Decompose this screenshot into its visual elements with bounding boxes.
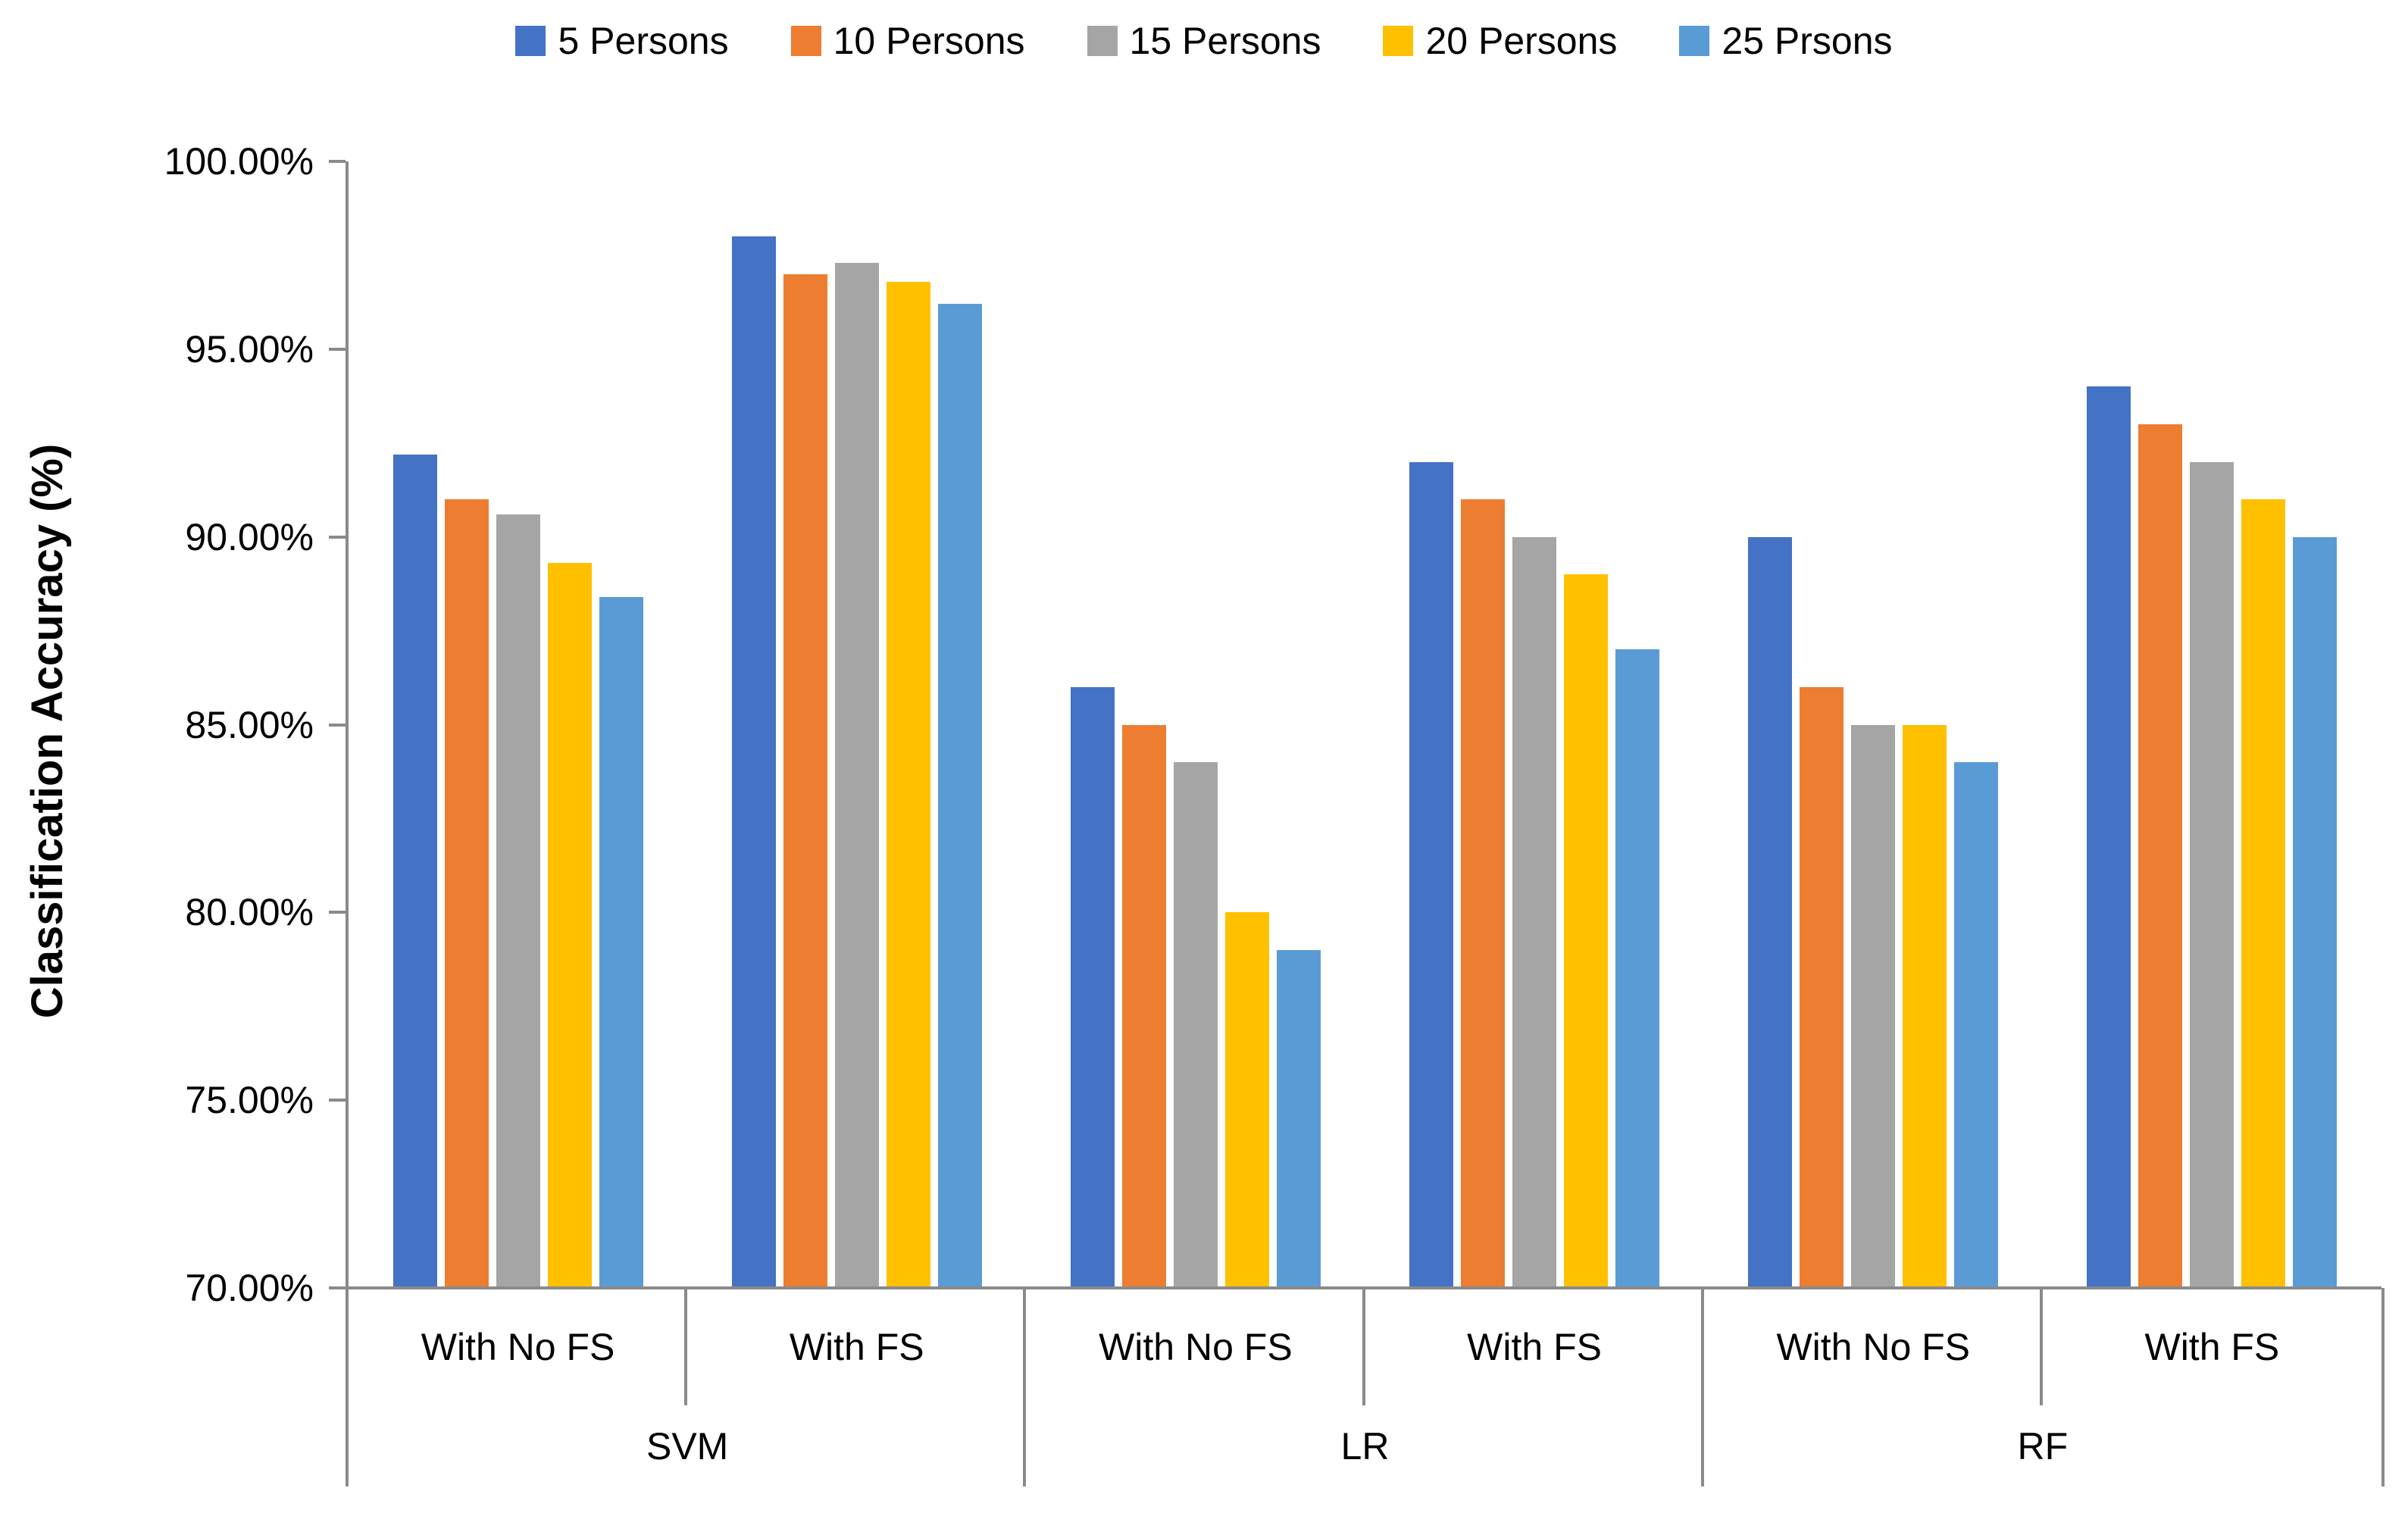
y-tick-label: 100.00% (164, 140, 314, 183)
y-tick-mark (329, 347, 346, 351)
y-tick-mark (329, 535, 346, 539)
category-boundary-line (2039, 1288, 2043, 1405)
y-tick-mark (329, 911, 346, 914)
y-tick-mark (329, 1099, 346, 1102)
bar-svm-fs-s4 (886, 281, 930, 1288)
x-axis-line (329, 1286, 2381, 1289)
group-boundary-line (1023, 1288, 1027, 1486)
bar-rf-nofs-s4 (1903, 724, 1947, 1288)
legend-swatch-5 (1679, 26, 1710, 56)
x-category-label: With No FS (421, 1325, 615, 1368)
group-boundary-line (346, 1288, 349, 1486)
bar-svm-fs-s5 (937, 304, 982, 1288)
bar-rf-nofs-s1 (1748, 536, 1793, 1288)
bar-lr-nofs-s5 (1276, 949, 1321, 1288)
legend-item: 25 Prsons (1679, 20, 1893, 62)
x-group-label: LR (1340, 1424, 1390, 1468)
legend-item: 20 Persons (1383, 20, 1617, 62)
bar-rf-nofs-s3 (1851, 724, 1896, 1288)
bar-lr-nofs-s4 (1224, 912, 1269, 1288)
x-category-label: With No FS (1776, 1325, 1971, 1368)
bar-svm-nofs-s2 (444, 499, 489, 1288)
legend-swatch-3 (1087, 26, 1118, 56)
legend-swatch-2 (790, 26, 821, 56)
y-tick-label: 80.00% (185, 891, 314, 934)
x-category-label: With FS (789, 1325, 924, 1368)
legend-label: 20 Persons (1425, 20, 1618, 62)
legend-label: 15 Persons (1129, 20, 1321, 62)
x-category-label: With FS (1467, 1325, 1602, 1368)
legend-swatch-4 (1383, 26, 1414, 56)
bar-svm-nofs-s3 (496, 514, 540, 1288)
chart-legend: 5 Persons 10 Persons 15 Persons 20 Persons 2… (0, 12, 2408, 70)
bar-rf-fs-s5 (2293, 536, 2338, 1288)
x-group-label: SVM (646, 1424, 729, 1468)
legend-item: 5 Persons (515, 20, 729, 62)
x-category-label: With FS (2144, 1325, 2280, 1368)
x-category-label: With No FS (1099, 1325, 1293, 1368)
legend-item: 15 Persons (1087, 20, 1321, 62)
category-boundary-line (1362, 1288, 1365, 1405)
bar-lr-nofs-s3 (1173, 762, 1218, 1288)
y-tick-mark (329, 160, 346, 163)
bar-rf-nofs-s2 (1800, 686, 1844, 1288)
bar-lr-nofs-s1 (1070, 686, 1115, 1288)
bar-rf-nofs-s5 (1954, 762, 1999, 1288)
bar-lr-fs-s5 (1615, 649, 1660, 1288)
bar-svm-fs-s1 (731, 236, 776, 1288)
y-tick-label: 70.00% (185, 1267, 314, 1309)
y-tick-label: 90.00% (185, 515, 314, 558)
bar-rf-fs-s3 (2190, 461, 2234, 1288)
bar-svm-nofs-s1 (392, 454, 437, 1288)
legend-item: 10 Persons (790, 20, 1025, 62)
legend-label: 25 Prsons (1722, 20, 1893, 62)
bar-rf-fs-s1 (2087, 386, 2131, 1288)
bar-lr-fs-s4 (1564, 574, 1609, 1288)
bar-svm-nofs-s4 (547, 563, 592, 1288)
y-tick-label: 75.00% (185, 1079, 314, 1122)
y-tick-label: 95.00% (185, 327, 314, 370)
y-tick-label: 85.00% (185, 703, 314, 746)
y-axis-line (346, 161, 349, 1288)
bar-lr-nofs-s2 (1121, 724, 1166, 1288)
bar-svm-fs-s3 (834, 262, 879, 1288)
y-axis-title: Classification Accuracy (%) (23, 443, 72, 1019)
x-group-label: RF (2017, 1424, 2069, 1468)
legend-swatch-1 (515, 26, 546, 56)
category-boundary-line (684, 1288, 688, 1405)
legend-label: 10 Persons (833, 20, 1025, 62)
bar-lr-fs-s1 (1409, 461, 1454, 1288)
bar-rf-fs-s4 (2241, 499, 2286, 1288)
group-boundary-line (2381, 1288, 2385, 1486)
group-boundary-line (1700, 1288, 1704, 1486)
y-tick-mark (329, 723, 346, 727)
bar-svm-nofs-s5 (599, 596, 643, 1288)
bar-lr-fs-s3 (1512, 536, 1557, 1288)
bar-lr-fs-s2 (1461, 499, 1506, 1288)
bar-svm-fs-s2 (783, 274, 827, 1288)
bar-rf-fs-s2 (2138, 424, 2183, 1288)
legend-label: 5 Persons (558, 20, 729, 62)
